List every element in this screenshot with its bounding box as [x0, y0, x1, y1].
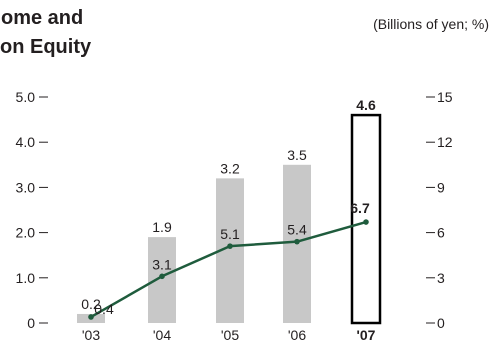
bar-value-label: 0.2 [81, 296, 101, 312]
x-axis-tick-label: '03 [82, 327, 100, 343]
roe-line-point [227, 243, 233, 249]
bar [148, 237, 176, 323]
roe-value-label: 3.1 [152, 256, 172, 272]
unit-note: (Billions of yen; %) [373, 16, 489, 32]
x-axis-tick-label: '06 [288, 327, 306, 343]
right-axis-tick-label: 3 [437, 270, 445, 286]
bar-value-label: 3.2 [220, 160, 240, 176]
chart-title-line-2: on Equity [0, 36, 92, 58]
right-axis-tick-label: 0 [437, 315, 445, 331]
chart-title-line-1: ome and [1, 7, 84, 29]
roe-line-point [88, 314, 94, 320]
roe-value-label: 0.4 [94, 301, 114, 317]
right-axis-tick-label: 12 [437, 134, 453, 150]
roe-value-label: 5.1 [220, 226, 240, 242]
left-axis-tick-label: 3.0 [16, 179, 36, 195]
roe-line-point [159, 273, 165, 280]
right-axis-tick-label: 6 [437, 225, 445, 241]
roe-line-point [363, 219, 369, 225]
right-axis-tick-label: 9 [437, 179, 445, 195]
x-axis-tick-label: '07 [357, 327, 376, 343]
left-axis-tick-label: 5.0 [16, 89, 36, 105]
right-axis-tick-label: 15 [437, 89, 453, 105]
roe-value-label: 6.7 [350, 200, 370, 216]
roe-value-label: 5.4 [287, 222, 307, 238]
left-axis-tick-label: 2.0 [16, 225, 36, 241]
x-axis-tick-label: '04 [153, 327, 171, 343]
x-axis-tick-label: '05 [221, 327, 239, 343]
roe-line-point [294, 238, 300, 245]
left-axis-tick-label: 4.0 [16, 134, 36, 150]
bar-value-label: 1.9 [152, 219, 172, 235]
bar-highlight [350, 113, 382, 325]
bar-value-label: 3.5 [287, 147, 307, 163]
left-axis-tick-label: 1.0 [16, 270, 36, 286]
left-axis-tick-label: 0 [27, 315, 35, 331]
bar-value-label: 4.6 [356, 97, 376, 113]
